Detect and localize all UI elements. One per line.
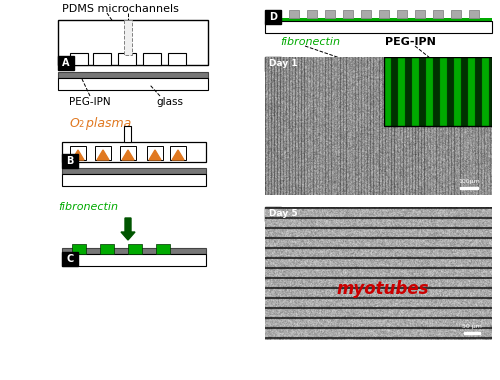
Text: E: E	[270, 59, 276, 69]
Bar	[168, 53, 186, 65]
Bar	[451, 10, 461, 18]
Polygon shape	[97, 150, 109, 160]
Bar	[147, 146, 163, 160]
Text: 2: 2	[78, 120, 83, 129]
Bar	[156, 244, 170, 254]
Text: PEG-IPN: PEG-IPN	[69, 97, 111, 107]
Bar	[271, 10, 281, 18]
Bar	[62, 168, 206, 174]
Bar	[265, 21, 492, 33]
Bar	[143, 53, 161, 65]
Bar	[100, 244, 114, 254]
Bar	[70, 53, 88, 65]
Bar	[361, 10, 371, 18]
Text: fibronectin: fibronectin	[280, 37, 340, 47]
Text: 100μm: 100μm	[458, 179, 480, 184]
Text: B: B	[66, 156, 73, 166]
Text: 50 μm: 50 μm	[462, 324, 482, 329]
Polygon shape	[121, 218, 135, 240]
Bar	[343, 10, 353, 18]
Bar	[384, 57, 492, 126]
Bar	[433, 10, 443, 18]
Bar	[464, 331, 480, 334]
Bar	[62, 174, 206, 186]
Text: Day 1: Day 1	[269, 59, 298, 68]
Text: A: A	[62, 58, 70, 68]
Bar	[415, 10, 425, 18]
Text: PDMS microchannels: PDMS microchannels	[62, 4, 178, 14]
Bar	[265, 18, 492, 21]
Bar	[62, 142, 206, 162]
Text: plasma: plasma	[82, 117, 131, 130]
Text: F: F	[270, 209, 276, 219]
Bar	[460, 187, 478, 189]
Bar	[93, 53, 111, 65]
Bar	[70, 146, 86, 160]
Bar	[62, 252, 78, 266]
Bar	[118, 53, 136, 65]
Bar	[58, 56, 74, 70]
Bar	[120, 146, 136, 160]
Bar	[265, 57, 281, 71]
Bar	[62, 154, 78, 168]
Text: myotubes: myotubes	[337, 280, 430, 298]
Text: D: D	[269, 12, 277, 22]
Bar	[62, 254, 206, 266]
Polygon shape	[172, 150, 184, 160]
Text: fibronectin: fibronectin	[58, 202, 118, 212]
Bar	[58, 78, 208, 90]
Bar	[265, 207, 281, 221]
Bar	[379, 10, 389, 18]
Text: glass: glass	[156, 97, 184, 107]
Text: O: O	[70, 117, 80, 130]
Text: C: C	[66, 254, 73, 264]
Bar	[95, 146, 111, 160]
Bar	[58, 72, 208, 78]
Bar	[124, 20, 132, 55]
Polygon shape	[122, 150, 134, 160]
Polygon shape	[149, 150, 161, 160]
Polygon shape	[72, 150, 84, 160]
Bar	[325, 10, 335, 18]
Bar	[289, 10, 299, 18]
Text: PEG-IPN: PEG-IPN	[385, 37, 436, 47]
Bar	[397, 10, 407, 18]
Bar	[72, 244, 86, 254]
Bar	[170, 146, 186, 160]
Bar	[469, 10, 479, 18]
Bar	[58, 20, 208, 65]
Bar	[62, 248, 206, 254]
Text: Day 5: Day 5	[269, 209, 298, 218]
Bar	[307, 10, 317, 18]
Bar	[128, 244, 142, 254]
Bar	[265, 10, 281, 24]
Bar	[124, 126, 131, 142]
